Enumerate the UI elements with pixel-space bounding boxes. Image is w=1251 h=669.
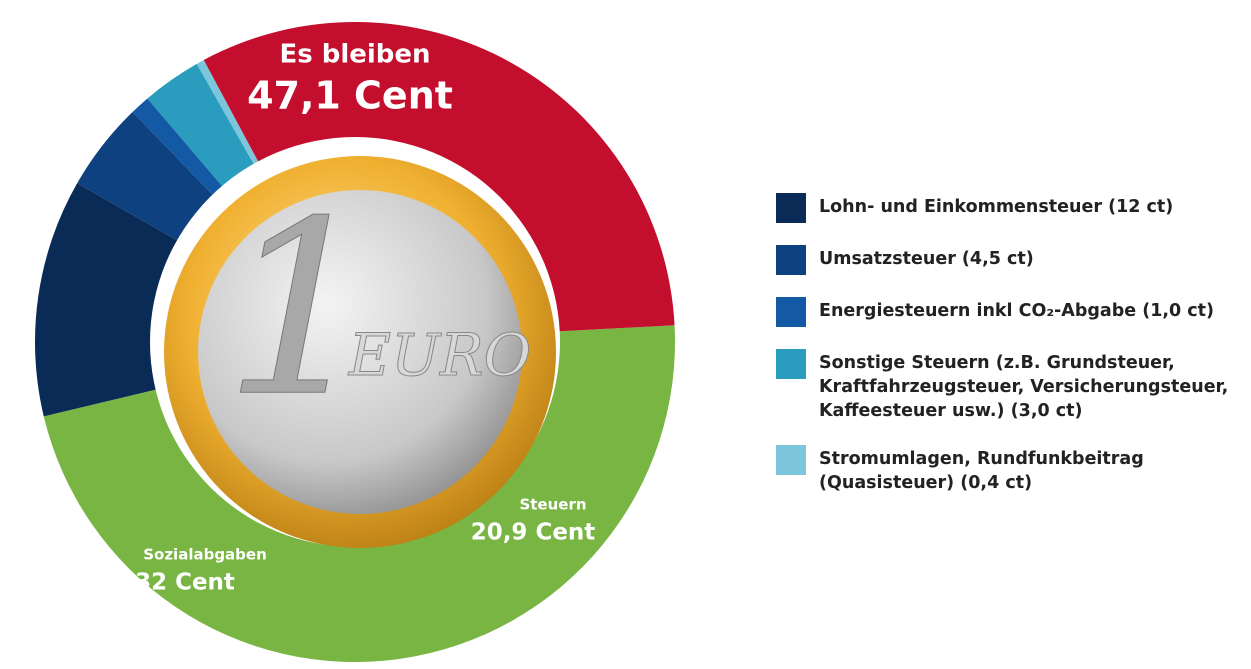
- segment-value-label: 47,1 Cent: [247, 74, 453, 118]
- legend-swatch: [776, 245, 806, 275]
- segment-name: Steuern: [519, 496, 586, 514]
- legend-swatch: [776, 193, 806, 223]
- legend-item: Umsatzsteuer (4,5 ct): [776, 245, 1246, 275]
- legend-label: Stromumlagen, Rundfunkbeitrag (Quasisteu…: [819, 449, 1144, 493]
- legend-swatch: [776, 297, 806, 327]
- legend: Lohn- und Einkommensteuer (12 ct) Umsatzs…: [776, 193, 1246, 519]
- coin-core: [198, 190, 522, 514]
- legend-label: Lohn- und Einkommensteuer (12 ct): [819, 197, 1174, 217]
- legend-item: Stromumlagen, Rundfunkbeitrag (Quasisteu…: [776, 445, 1246, 495]
- segment-value-label: 20,9 Cent: [471, 520, 596, 546]
- legend-item: Sonstige Steuern (z.B. Grundsteuer, Kraf…: [776, 349, 1246, 423]
- legend-label: Sonstige Steuern (z.B. Grundsteuer, Kraf…: [819, 353, 1229, 421]
- legend-swatch: [776, 349, 806, 379]
- legend-label: Umsatzsteuer (4,5 ct): [819, 249, 1034, 269]
- coin-numeral: 1: [224, 169, 377, 449]
- legend-swatch: [776, 445, 806, 475]
- segment-value-label: 32 Cent: [135, 570, 235, 596]
- legend-item: Energiesteuern inkl CO₂-Abgabe (1,0 ct): [776, 297, 1246, 327]
- coin-text: EURO: [348, 321, 531, 389]
- segment-name: Es bleiben: [279, 40, 430, 70]
- segment-name: Sozialabgaben: [143, 546, 267, 564]
- legend-label: Energiesteuern inkl CO₂-Abgabe (1,0 ct): [819, 301, 1215, 321]
- legend-item: Lohn- und Einkommensteuer (12 ct): [776, 193, 1246, 223]
